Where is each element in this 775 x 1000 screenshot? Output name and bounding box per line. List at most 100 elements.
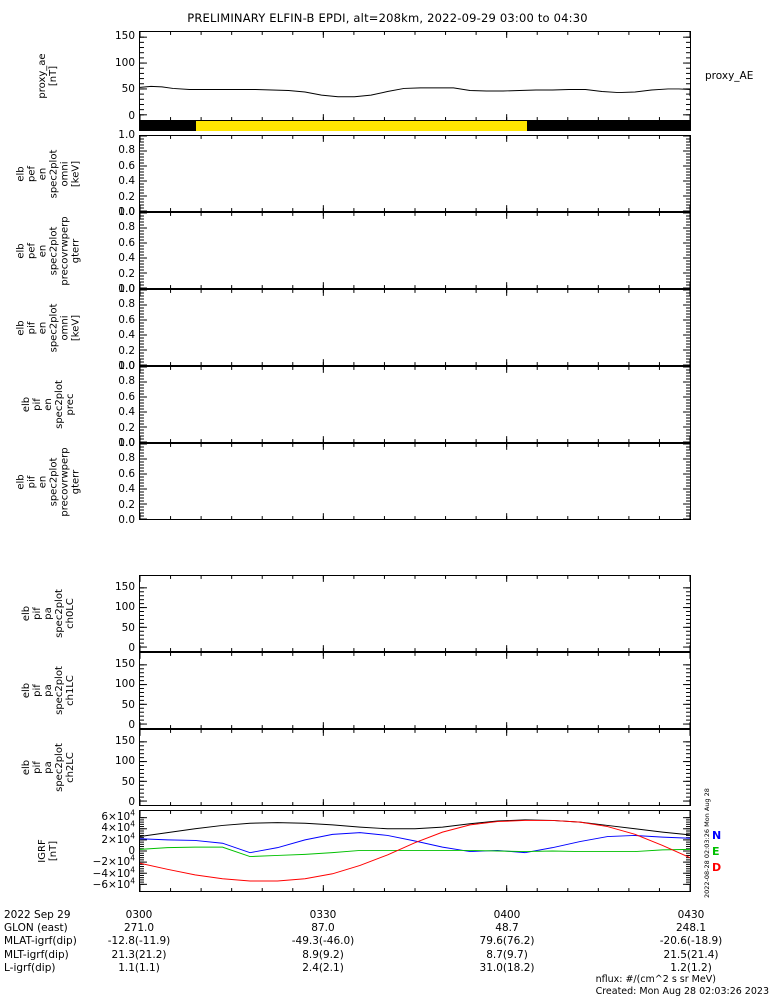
- ytick-label: 150: [114, 580, 135, 593]
- ytick-label: 0.8: [118, 452, 135, 465]
- footer-notes: nflux: #/(cm^2 s sr MeV) Created: Mon Aug…: [596, 974, 769, 997]
- x-annotation-value: 79.6(76.2): [479, 935, 535, 948]
- x-annotation-row-label: 2022 Sep 29: [4, 909, 71, 921]
- ytick-label: 100: [114, 56, 135, 69]
- x-annotation-row: MLT-igrf(dip) 21.3(21.2) 8.9(9.2) 8.7(9.7) 2…: [0, 949, 775, 962]
- page-title: PRELIMINARY ELFIN-B EPDI, alt=208km, 202…: [187, 11, 588, 25]
- axis-title-line: en: [37, 475, 48, 488]
- ytick-label: −2×104: [92, 853, 135, 869]
- x-annotation-value: 1.2(1.2): [670, 961, 712, 974]
- panel-elb-pif-en-precovrwperp-gterr[interactable]: [139, 443, 691, 520]
- axis-title-line: IGRF: [37, 839, 48, 863]
- ytick-label: 1.0: [118, 282, 135, 295]
- footer-units: nflux: #/(cm^2 s sr MeV): [595, 974, 716, 985]
- footer-created: Created: Mon Aug 28 02:03:26 2023: [595, 985, 769, 997]
- ytick-label: 50: [121, 698, 135, 711]
- axis-title-line: elb: [20, 759, 32, 776]
- ytick-label: 150: [114, 734, 135, 747]
- ytick-label: 0: [128, 844, 135, 857]
- panel-elb-pif-en-omni[interactable]: [139, 289, 691, 366]
- ytick-label: 0.2: [118, 190, 135, 203]
- coverage-segment: [527, 121, 691, 131]
- ytick-label: 0.0: [118, 205, 135, 218]
- ytick-label: 1.0: [118, 205, 135, 218]
- x-annotation-value: 248.1: [675, 922, 707, 935]
- x-annotation-row: 2022 Sep 29 0300 0330 0400 0430: [0, 909, 775, 922]
- ytick-label: 0.8: [118, 298, 135, 311]
- ytick-label: 0.4: [118, 328, 135, 341]
- x-annotation-value: 2.4(2.1): [302, 961, 344, 974]
- axis-title-line: [nT]: [48, 840, 59, 862]
- axis-title-line: ch2LC: [64, 752, 76, 783]
- panel-elb-pif-pa-ch0lc[interactable]: [139, 575, 691, 652]
- x-annotation-value: 1.1(1.1): [118, 961, 160, 974]
- panel-igrf[interactable]: [139, 810, 691, 892]
- ytick-label: 0.6: [118, 313, 135, 326]
- axis-title-line: precovrwperp: [59, 446, 70, 517]
- ytick-label: 6×104: [101, 808, 135, 823]
- ytick-label: 0.2: [118, 267, 135, 280]
- series-e: [140, 846, 690, 858]
- coverage-bar[interactable]: [139, 121, 691, 131]
- ytick-label: −6×104: [92, 876, 135, 891]
- x-annotation-row: GLON (east) 271.0 87.0 48.7 248.1: [0, 922, 775, 935]
- ytick-label: 0.4: [118, 174, 135, 187]
- panel-elb-pef-en-omni[interactable]: [139, 135, 691, 212]
- ytick-label: 0.2: [118, 344, 135, 357]
- panel-elb-pif-pa-ch2lc[interactable]: [139, 729, 691, 806]
- x-annotation-value: 21.5(21.4): [663, 948, 719, 961]
- x-annotation-value: 271.0: [123, 922, 155, 935]
- ytick-label: 100: [114, 678, 135, 691]
- x-annotation-value: -49.3(-46.0): [291, 935, 355, 948]
- panel-proxy-ae[interactable]: [139, 31, 691, 121]
- ytick-label: 0.4: [118, 405, 135, 418]
- x-annotation-row-label: MLAT-igrf(dip): [4, 935, 77, 948]
- axis-title-line: spec2plot: [48, 457, 59, 506]
- x-annotation-value: 8.9(9.2): [302, 948, 344, 961]
- panel-elb-pif-pa-ch1lc[interactable]: [139, 652, 691, 729]
- ytick-label: −4×104: [92, 865, 135, 880]
- ytick-label: 0.6: [118, 159, 135, 172]
- ytick-label: 0: [128, 718, 135, 731]
- igrf-legend-e: E: [712, 845, 720, 858]
- ytick-label: 0.0: [118, 436, 135, 449]
- ytick-label: 2×104: [101, 830, 135, 846]
- panel-elb-pef-en-precovrwperp-gterr[interactable]: [139, 212, 691, 289]
- x-annotation-value: 0330: [309, 909, 337, 921]
- x-annotation-row: L-igrf(dip) 1.1(1.1) 2.4(2.1) 31.0(18.2) 1.2…: [0, 962, 775, 975]
- ytick-label: 0.2: [118, 498, 135, 511]
- x-annotation-value: -12.8(-11.9): [107, 935, 171, 948]
- ytick-label: 0.4: [118, 482, 135, 495]
- axis-title-line: elb: [15, 473, 26, 490]
- ytick-label: 0.6: [118, 236, 135, 249]
- ytick-label: 50: [121, 621, 135, 634]
- ytick-label: 0: [128, 795, 135, 808]
- ytick-label: 0.2: [118, 421, 135, 434]
- axis-title-line: pif: [26, 475, 37, 488]
- x-annotation-value: 87.0: [311, 922, 335, 935]
- x-annotation-value: 0300: [125, 909, 153, 921]
- ytick-label: 0: [128, 641, 135, 654]
- ytick-label: 100: [114, 755, 135, 768]
- ytick-label: 50: [121, 775, 135, 788]
- x-annotation-value: 0400: [493, 909, 521, 921]
- ytick-label: 4×104: [101, 819, 135, 834]
- ytick-label: 150: [114, 657, 135, 670]
- ytick-label: 150: [114, 30, 135, 43]
- ytick-label: 100: [114, 601, 135, 614]
- ytick-label: 0.0: [118, 513, 135, 526]
- x-annotation-value: 31.0(18.2): [479, 961, 535, 974]
- x-annotation-row-label: L-igrf(dip): [4, 961, 56, 974]
- ytick-label: 1.0: [118, 359, 135, 372]
- x-annotation-row: MLAT-igrf(dip) -12.8(-11.9) -49.3(-46.0) 79…: [0, 935, 775, 948]
- x-annotation-row-label: MLT-igrf(dip): [4, 948, 69, 961]
- x-annotation-row-label: GLON (east): [4, 922, 68, 935]
- ytick-label: 1.0: [118, 128, 135, 141]
- axis-title-line: gterr: [70, 469, 81, 494]
- panel-elb-pif-en-prec[interactable]: [139, 366, 691, 443]
- ytick-label: 0.6: [118, 390, 135, 403]
- x-annotation-value: -20.6(-18.9): [659, 935, 723, 948]
- ytick-label: 0.0: [118, 282, 135, 295]
- igrf-legend-n: N: [712, 829, 722, 842]
- coverage-segment: [139, 121, 196, 131]
